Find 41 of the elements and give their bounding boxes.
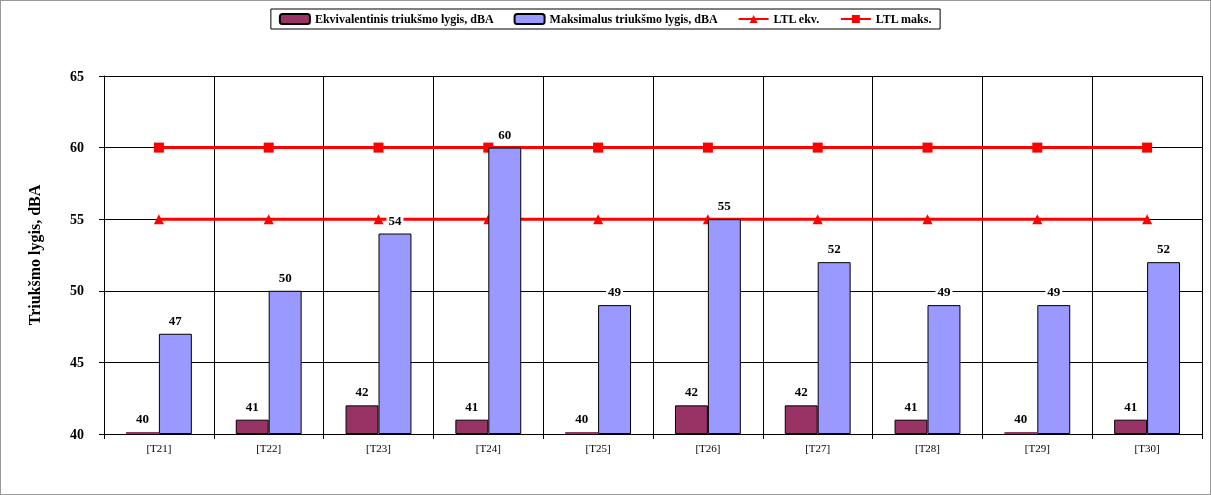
x-tick-label: [T27] bbox=[805, 441, 831, 454]
legend-label: Ekvivalentinis triukšmo lygis, dBA bbox=[314, 12, 494, 26]
legend-label: LTL ekv. bbox=[773, 12, 820, 26]
data-label: 60 bbox=[498, 126, 512, 142]
data-label: 52 bbox=[827, 241, 841, 257]
data-label: 41 bbox=[465, 398, 479, 414]
x-tick-label: [T28] bbox=[914, 441, 941, 454]
x-tick-label: [T24] bbox=[475, 441, 501, 454]
x-tick-label: [T21] bbox=[146, 441, 172, 454]
x-tick-label: [T22] bbox=[256, 441, 282, 454]
data-label: 49 bbox=[937, 284, 951, 300]
data-label: 41 bbox=[1124, 398, 1138, 414]
legend-label: LTL maks. bbox=[875, 12, 932, 26]
y-tick-label: 65 bbox=[70, 68, 84, 84]
y-axis-title: Triukšmo lygis, dBA bbox=[25, 184, 44, 326]
x-tick-label: [T25] bbox=[585, 441, 611, 454]
data-label: 41 bbox=[904, 398, 918, 414]
y-tick-label: 55 bbox=[70, 211, 84, 227]
legend-label: Maksimalus triukšmo lygis, dBA bbox=[549, 12, 718, 26]
x-tick-label: [T23] bbox=[365, 441, 392, 454]
data-label: 40 bbox=[135, 411, 149, 426]
data-label: 47 bbox=[168, 312, 183, 328]
y-tick-label: 60 bbox=[70, 140, 84, 156]
x-tick-label: [T26] bbox=[695, 441, 721, 454]
data-label: 42 bbox=[684, 384, 698, 400]
x-tick-label: [T30] bbox=[1134, 441, 1160, 454]
data-label: 42 bbox=[794, 384, 808, 400]
data-label: 55 bbox=[717, 198, 732, 214]
data-label: 52 bbox=[1157, 241, 1171, 257]
data-label: 50 bbox=[278, 269, 292, 285]
data-label: 40 bbox=[575, 411, 589, 426]
y-tick-label: 50 bbox=[70, 283, 84, 299]
data-label: 41 bbox=[245, 398, 259, 414]
y-tick-label: 40 bbox=[70, 426, 84, 442]
y-tick-label: 45 bbox=[70, 354, 84, 370]
x-tick-label: [T29] bbox=[1024, 441, 1050, 454]
data-label: 42 bbox=[355, 384, 369, 400]
data-label: 54 bbox=[388, 212, 402, 228]
data-label: 49 bbox=[1047, 284, 1061, 300]
data-label: 40 bbox=[1014, 411, 1028, 426]
data-label: 49 bbox=[608, 284, 622, 300]
